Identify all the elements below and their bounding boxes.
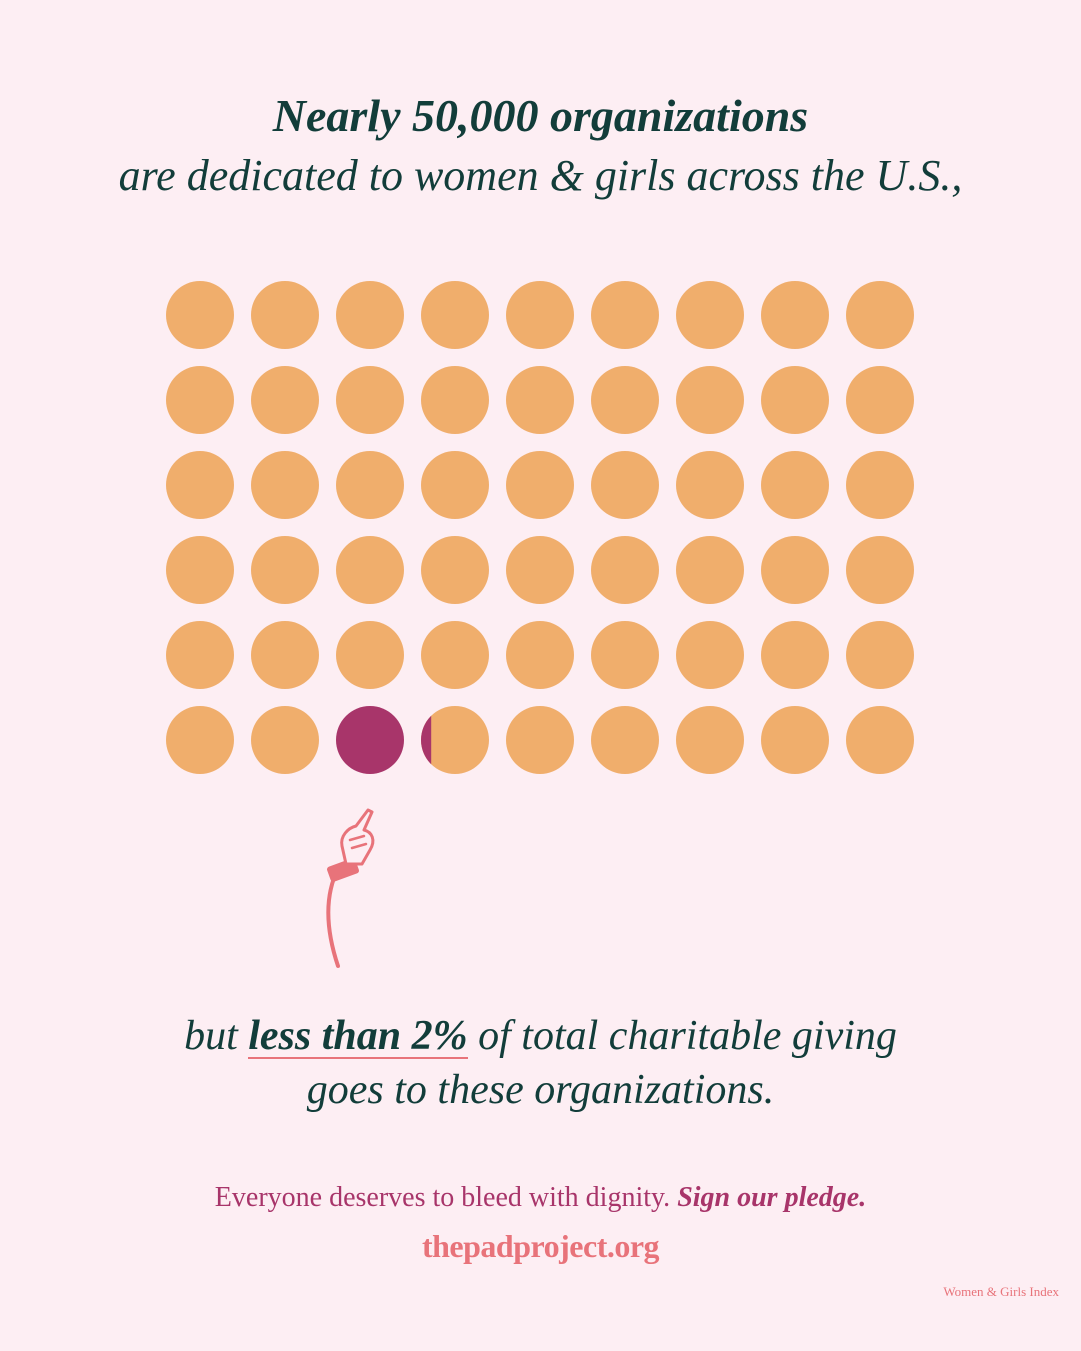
- dot: [336, 536, 404, 604]
- sign-pledge-link[interactable]: Sign our pledge.: [677, 1182, 867, 1213]
- dot: [676, 621, 744, 689]
- dot: [421, 451, 489, 519]
- cta-text: Everyone deserves to bleed with dignity.: [214, 1182, 671, 1213]
- dot: [591, 366, 659, 434]
- dot-partial-fill: [421, 706, 432, 774]
- dot: [591, 281, 659, 349]
- caption-prefix: but: [184, 1013, 238, 1059]
- dot: [846, 706, 914, 774]
- dot: [846, 536, 914, 604]
- dot: [846, 451, 914, 519]
- dot: [591, 621, 659, 689]
- dot: [421, 706, 489, 774]
- dot: [336, 706, 404, 774]
- dot: [336, 621, 404, 689]
- dot: [506, 706, 574, 774]
- dot: [166, 451, 234, 519]
- dot: [846, 366, 914, 434]
- caption-line-2: goes to these organizations.: [306, 1067, 775, 1113]
- dot: [336, 451, 404, 519]
- dot: [761, 536, 829, 604]
- dot: [676, 706, 744, 774]
- dot: [591, 706, 659, 774]
- dot: [251, 621, 319, 689]
- dot: [166, 536, 234, 604]
- dot: [336, 366, 404, 434]
- caption-line-1: but less than 2% of total charitable giv…: [0, 1010, 1081, 1062]
- dot: [506, 536, 574, 604]
- dot: [166, 706, 234, 774]
- dot: [591, 451, 659, 519]
- dot: [251, 281, 319, 349]
- dot: [506, 621, 574, 689]
- pointer-finger-detail: [348, 834, 368, 850]
- dot: [676, 366, 744, 434]
- dot: [506, 451, 574, 519]
- dot: [676, 536, 744, 604]
- dot: [506, 281, 574, 349]
- pointing-hand-icon: [326, 808, 375, 968]
- dot: [846, 621, 914, 689]
- headline-subtitle: are dedicated to women & girls across th…: [118, 151, 963, 200]
- call-to-action: Everyone deserves to bleed with dignity.…: [0, 1180, 1081, 1216]
- dot: [761, 706, 829, 774]
- dot: [846, 281, 914, 349]
- source-note: Women & Girls Index: [943, 1284, 1059, 1299]
- dot-grid: [166, 281, 914, 774]
- dot: [166, 281, 234, 349]
- dot: [421, 621, 489, 689]
- dot: [251, 451, 319, 519]
- dot: [251, 536, 319, 604]
- dot: [166, 366, 234, 434]
- dot: [166, 621, 234, 689]
- dot: [591, 536, 659, 604]
- caption-highlight-stat: less than 2%: [248, 1013, 468, 1059]
- dot: [676, 281, 744, 349]
- dot: [676, 451, 744, 519]
- dot: [251, 366, 319, 434]
- headline-main: Nearly 50,000 organizations: [272, 90, 809, 141]
- dot: [251, 706, 319, 774]
- dot: [421, 366, 489, 434]
- dot: [761, 451, 829, 519]
- dot: [421, 536, 489, 604]
- dot: [761, 281, 829, 349]
- dot: [761, 621, 829, 689]
- dot: [421, 281, 489, 349]
- caption-suffix: of total charitable giving: [478, 1013, 897, 1059]
- dot: [761, 366, 829, 434]
- dot: [506, 366, 574, 434]
- pointer-arm-stroke: [326, 876, 340, 968]
- dot: [336, 281, 404, 349]
- site-url-link[interactable]: thepadproject.org: [421, 1228, 660, 1264]
